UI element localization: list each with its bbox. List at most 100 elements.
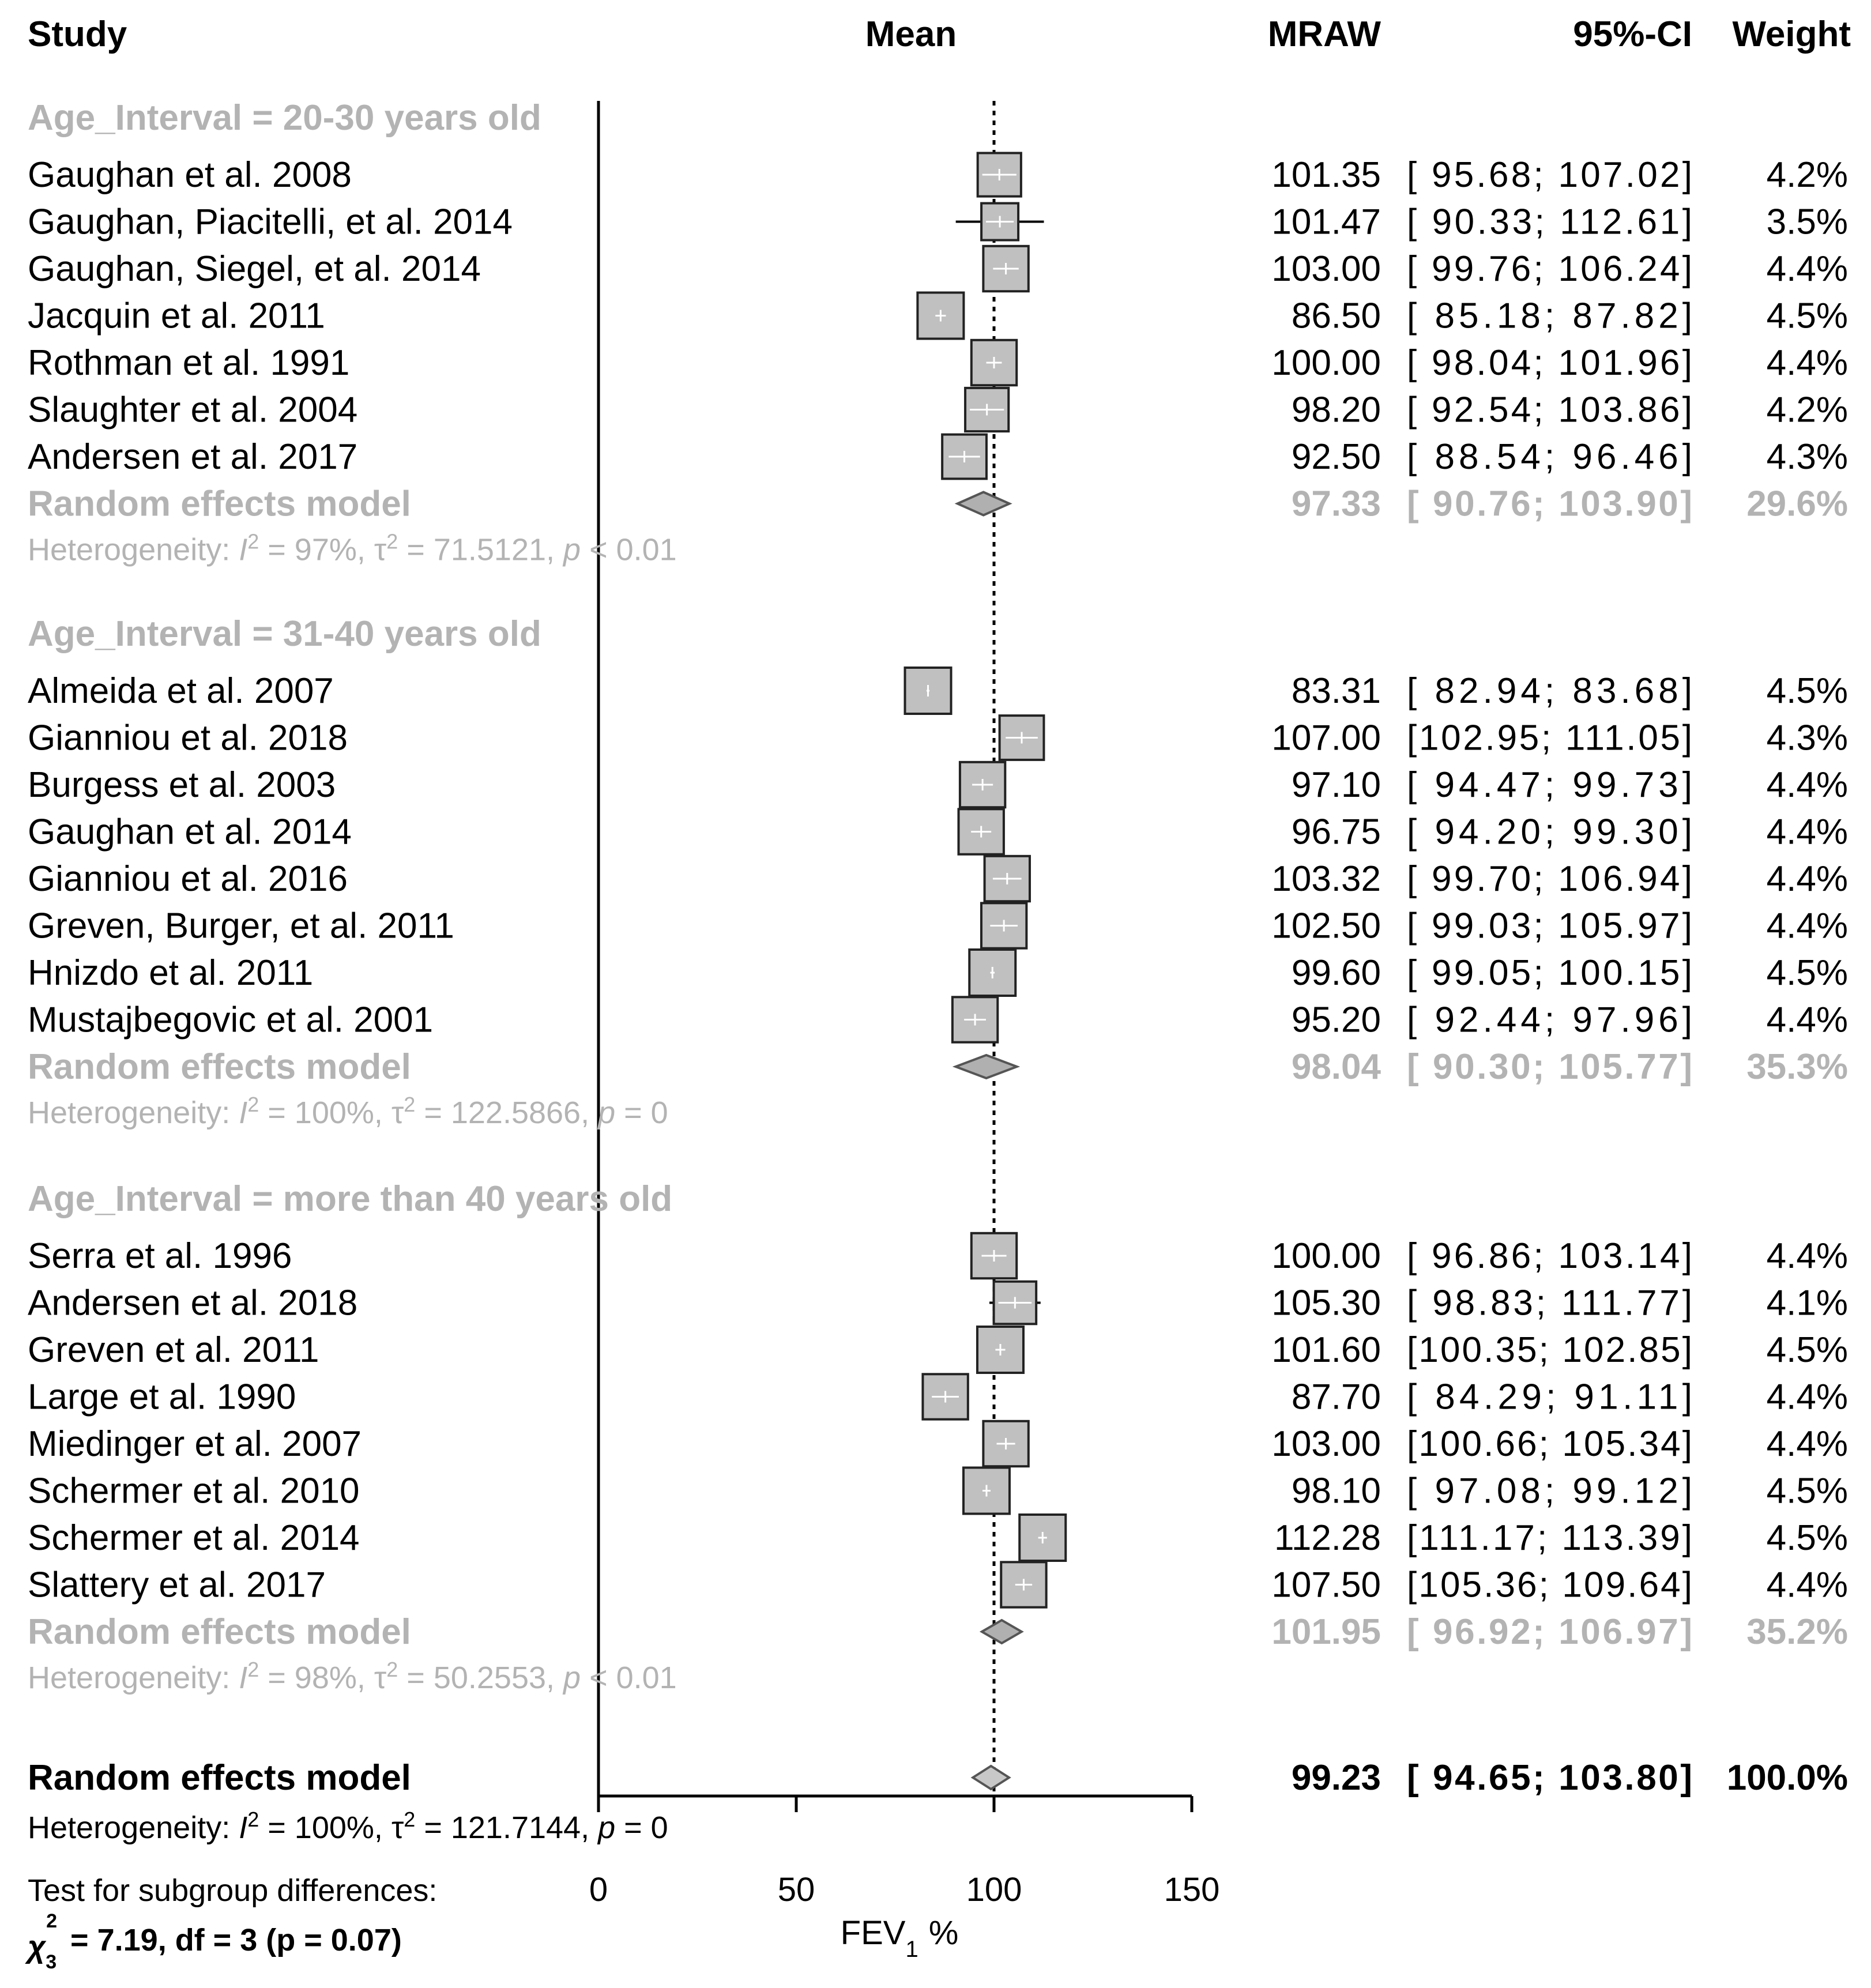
group-3-study-3-weight: 4.5%: [1767, 1330, 1848, 1370]
group-3-study-7-label: Schermer et al. 2014: [28, 1518, 360, 1558]
header-ci: 95%-CI: [1573, 14, 1692, 54]
group-3-study-2-weight: 4.1%: [1767, 1283, 1848, 1323]
group-2-study-7-label: Hnizdo et al. 2011: [28, 953, 313, 993]
group-1-study-7-ci: [ 88.54; 96.46]: [1407, 437, 1692, 477]
group-1-study-3-weight: 4.4%: [1767, 249, 1848, 289]
group-1-model-ci: [ 90.76; 103.90]: [1407, 484, 1692, 524]
group-1-model-weight: 29.6%: [1746, 484, 1848, 524]
group-2-study-2-mean: 107.00: [1271, 718, 1381, 758]
x-tick-label-150: 150: [1164, 1871, 1220, 1908]
group-1-study-1-weight: 4.2%: [1767, 155, 1848, 195]
group-1-study-4-weight: 4.5%: [1767, 296, 1848, 336]
group-3-model-mean: 101.95: [1271, 1612, 1381, 1652]
group-3-study-1-weight: 4.4%: [1767, 1236, 1848, 1276]
subgroup-test-label: Test for subgroup differences:: [28, 1873, 437, 1908]
group-2-study-2-ci: [102.95; 111.05]: [1407, 718, 1692, 758]
group-3-study-5-mean: 103.00: [1271, 1424, 1381, 1464]
group-2-study-8-weight: 4.4%: [1767, 1000, 1848, 1040]
group-2-study-7-weight: 4.5%: [1767, 953, 1848, 993]
group-3-model-ci: [ 96.92; 106.97]: [1407, 1612, 1692, 1652]
group-1-heterogeneity: Heterogeneity: I2 = 97%, τ2 = 71.5121, p…: [28, 529, 677, 567]
overall-model-label: Random effects model: [28, 1758, 411, 1798]
group-2-study-8-mean: 95.20: [1292, 1000, 1381, 1040]
group-1-study-6-ci: [ 92.54; 103.86]: [1407, 390, 1692, 430]
group-2-study-1-mean: 83.31: [1292, 671, 1381, 711]
group-2-study-7-ci: [ 99.05; 100.15]: [1407, 953, 1692, 993]
subgroup-test-stat: χ32 = 7.19, df = 3 (p = 0.07): [25, 1910, 402, 1973]
group-3-study-6-mean: 98.10: [1292, 1471, 1381, 1511]
group-2-study-8-label: Mustajbegovic et al. 2001: [28, 1000, 433, 1040]
group-2-model-ci: [ 90.30; 105.77]: [1407, 1047, 1692, 1087]
overall-model-weight: 100.0%: [1727, 1758, 1848, 1798]
group-2-study-3-label: Burgess et al. 2003: [28, 765, 336, 805]
group-1-study-3-label: Gaughan, Siegel, et al. 2014: [28, 249, 481, 289]
group-3-heterogeneity: Heterogeneity: I2 = 98%, τ2 = 50.2553, p…: [28, 1658, 677, 1696]
group-2-heterogeneity: Heterogeneity: I2 = 100%, τ2 = 122.5866,…: [28, 1093, 668, 1131]
group-3-study-3-ci: [100.35; 102.85]: [1407, 1330, 1692, 1370]
group-2-study-6-label: Greven, Burger, et al. 2011: [28, 906, 454, 946]
group-2-study-5-mean: 103.32: [1271, 859, 1381, 899]
group-1-study-7-label: Andersen et al. 2017: [28, 437, 357, 477]
group-3-model-label: Random effects model: [28, 1612, 411, 1652]
group-1-study-5-ci: [ 98.04; 101.96]: [1407, 343, 1692, 383]
group-2-model-label: Random effects model: [28, 1047, 411, 1087]
overall-model-ci: [ 94.65; 103.80]: [1407, 1758, 1692, 1798]
group-2-model-mean: 98.04: [1292, 1047, 1381, 1087]
overall-model-diamond: [970, 1764, 1011, 1791]
group-2-study-3-ci: [ 94.47; 99.73]: [1407, 765, 1692, 805]
group-1-study-6-weight: 4.2%: [1767, 390, 1848, 430]
group-3-study-6-ci: [ 97.08; 99.12]: [1407, 1471, 1692, 1511]
group-3-study-1-mean: 100.00: [1271, 1236, 1381, 1276]
group-1-study-1-mean: 101.35: [1271, 155, 1381, 195]
group-3-study-6-label: Schermer et al. 2010: [28, 1471, 360, 1511]
group-2-study-1-weight: 4.5%: [1767, 671, 1848, 711]
group-3-study-1-ci: [ 96.86; 103.14]: [1407, 1236, 1692, 1276]
header-weight: Weight: [1733, 14, 1851, 54]
x-axis-label: FEV1%: [841, 1914, 959, 1962]
group-2-study-2-weight: 4.3%: [1767, 718, 1848, 758]
group-1-study-2-weight: 3.5%: [1767, 202, 1848, 242]
group-2-study-1-label: Almeida et al. 2007: [28, 671, 334, 711]
header-mraw: MRAW: [1268, 14, 1381, 54]
header-mean: Mean: [865, 14, 957, 54]
group-2-study-4-ci: [ 94.20; 99.30]: [1407, 812, 1692, 852]
group-1-study-4-mean: 86.50: [1292, 296, 1381, 336]
group-2-study-6-mean: 102.50: [1271, 906, 1381, 946]
group-1-study-7-weight: 4.3%: [1767, 437, 1848, 477]
x-tick-label-50: 50: [778, 1871, 815, 1908]
group-1-study-2-mean: 101.47: [1271, 202, 1381, 242]
group-1-study-4-label: Jacquin et al. 2011: [28, 296, 325, 336]
group-1-label: Age_Interval = 20-30 years old: [28, 98, 541, 138]
group-3-study-8-mean: 107.50: [1271, 1565, 1381, 1605]
group-3-study-3-mean: 101.60: [1271, 1330, 1381, 1370]
group-2-study-5-ci: [ 99.70; 106.94]: [1407, 859, 1692, 899]
group-3-study-7-ci: [111.17; 113.39]: [1407, 1518, 1692, 1558]
group-1-study-2-label: Gaughan, Piacitelli, et al. 2014: [28, 202, 513, 242]
group-1-study-6-label: Slaughter et al. 2004: [28, 390, 357, 430]
group-2-study-6-weight: 4.4%: [1767, 906, 1848, 946]
x-tick-label-100: 100: [966, 1871, 1022, 1908]
group-2-study-4-label: Gaughan et al. 2014: [28, 812, 352, 852]
group-3-study-4-mean: 87.70: [1292, 1377, 1381, 1417]
header-study: Study: [28, 14, 127, 54]
group-2-study-8-ci: [ 92.44; 97.96]: [1407, 1000, 1692, 1040]
group-1-study-1-ci: [ 95.68; 107.02]: [1407, 155, 1692, 195]
overall-heterogeneity: Heterogeneity: I2 = 100%, τ2 = 121.7144,…: [28, 1808, 668, 1846]
group-3-study-8-weight: 4.4%: [1767, 1565, 1848, 1605]
group-3-study-5-ci: [100.66; 105.34]: [1407, 1424, 1692, 1464]
group-1-model-label: Random effects model: [28, 484, 411, 524]
group-2-study-6-ci: [ 99.03; 105.97]: [1407, 906, 1692, 946]
group-1-study-5-weight: 4.4%: [1767, 343, 1848, 383]
group-2-study-4-mean: 96.75: [1292, 812, 1381, 852]
group-1-model-diamond: [954, 491, 1012, 517]
group-3-label: Age_Interval = more than 40 years old: [28, 1179, 672, 1219]
group-3-study-3-square: [976, 1326, 1025, 1374]
group-2-study-2-label: Gianniou et al. 2018: [28, 718, 348, 758]
x-tick-label-0: 0: [589, 1871, 608, 1908]
group-2-study-8-square: [951, 996, 999, 1044]
group-2-study-7-mean: 99.60: [1292, 953, 1381, 993]
group-1-study-7-mean: 92.50: [1292, 437, 1381, 477]
group-2-study-5-label: Gianniou et al. 2016: [28, 859, 348, 899]
group-2-study-5-weight: 4.4%: [1767, 859, 1848, 899]
